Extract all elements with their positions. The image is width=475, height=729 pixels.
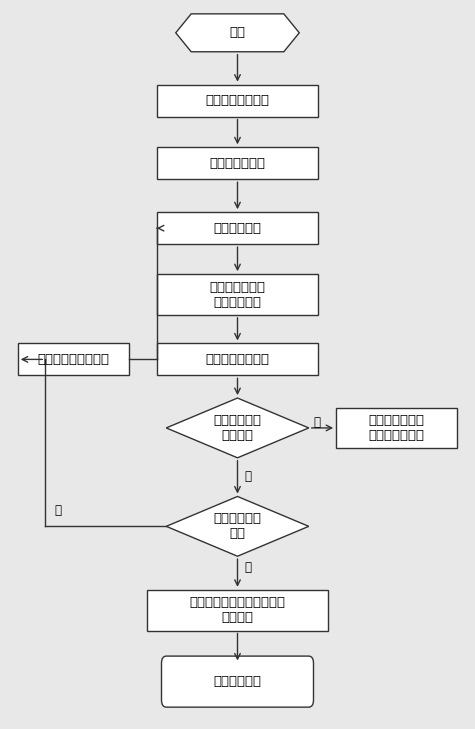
Text: 网络训练成功，保存各层权
值、阈值: 网络训练成功，保存各层权 值、阈值	[190, 596, 285, 624]
Bar	[157, 85, 318, 117]
Polygon shape	[166, 398, 309, 458]
Text: 否: 否	[55, 504, 62, 517]
Bar	[157, 212, 318, 244]
Text: 是否小于期望
误差: 是否小于期望 误差	[213, 512, 262, 540]
Bar	[336, 408, 457, 448]
Text: 计算网络输出误差: 计算网络输出误差	[206, 353, 269, 366]
Text: 给定训练样本对: 给定训练样本对	[209, 157, 266, 170]
Text: 修正各层权值、阈值: 修正各层权值、阈值	[38, 353, 110, 366]
Text: 计算各层权值、
阈值修正因子: 计算各层权值、 阈值修正因子	[209, 281, 266, 308]
Text: 开始: 开始	[229, 26, 246, 39]
Polygon shape	[166, 496, 309, 556]
Text: 权值、阈值初始化: 权值、阈值初始化	[206, 94, 269, 107]
Bar	[157, 147, 318, 179]
Bar	[18, 343, 129, 375]
Text: 是: 是	[314, 416, 321, 429]
Bar	[147, 590, 328, 631]
Text: 网络在给定训练
次数内不能收敛: 网络在给定训练 次数内不能收敛	[369, 414, 425, 442]
Polygon shape	[176, 14, 299, 52]
Bar	[157, 343, 318, 375]
Text: 否: 否	[245, 469, 252, 483]
Bar	[157, 274, 318, 315]
Text: 是否达到最大
训练次数: 是否达到最大 训练次数	[213, 414, 262, 442]
Text: 是: 是	[245, 561, 252, 574]
FancyBboxPatch shape	[162, 656, 314, 707]
Text: 计算网络输出: 计算网络输出	[213, 222, 262, 235]
Text: 网络训练结束: 网络训练结束	[213, 675, 262, 688]
